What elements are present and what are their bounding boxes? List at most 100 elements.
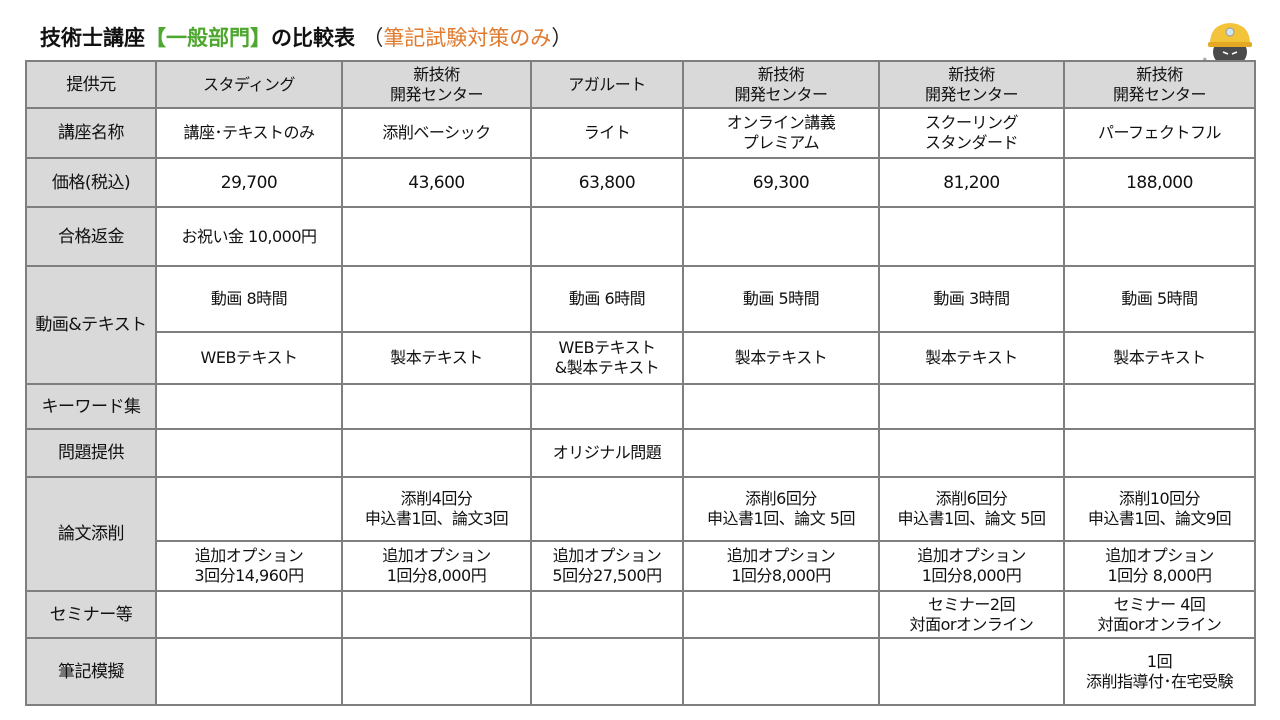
provider-header: 新技術 開発センター bbox=[682, 60, 880, 109]
provider-header: スタディング bbox=[155, 60, 343, 109]
provider-header: アガルート bbox=[530, 60, 684, 109]
table-cell: 製本テキスト bbox=[341, 331, 532, 385]
table-cell: 追加オプション 5回分27,500円 bbox=[530, 540, 684, 592]
header-row: 提供元 スタディング 新技術 開発センター アガルート 新技術 開発センター 新技術 開発… bbox=[25, 60, 1256, 109]
table-cell: 追加オプション 1回分8,000円 bbox=[341, 540, 532, 592]
table-cell bbox=[878, 206, 1065, 267]
table-cell bbox=[341, 428, 532, 478]
table-cell: 63,800 bbox=[530, 157, 684, 208]
table-cell: 製本テキスト bbox=[878, 331, 1065, 385]
table-cell bbox=[155, 476, 343, 542]
table-cell: 29,700 bbox=[155, 157, 343, 208]
table-cell: 追加オプション 3回分14,960円 bbox=[155, 540, 343, 592]
title-paren-close: ） bbox=[551, 26, 573, 50]
table-cell: 69,300 bbox=[682, 157, 880, 208]
table-cell: ライト bbox=[530, 107, 684, 159]
table-cell: 追加オプション 1回分 8,000円 bbox=[1063, 540, 1256, 592]
table-cell: オンライン講義 プレミアム bbox=[682, 107, 880, 159]
table-cell: WEBテキスト bbox=[155, 331, 343, 385]
table-cell: 動画 5時間 bbox=[682, 265, 880, 333]
table-cell bbox=[155, 383, 343, 430]
table-cell bbox=[530, 383, 684, 430]
table-cell: 188,000 bbox=[1063, 157, 1256, 208]
row-label: 動画&テキスト bbox=[25, 265, 157, 385]
row-label: 価格(税込) bbox=[25, 157, 157, 208]
table-cell bbox=[530, 206, 684, 267]
table-cell bbox=[878, 383, 1065, 430]
comparison-table: 提供元 スタディング 新技術 開発センター アガルート 新技術 開発センター 新技術 開発… bbox=[25, 60, 1256, 706]
table-cell: 添削ベーシック bbox=[341, 107, 532, 159]
row-label: 論文添削 bbox=[25, 476, 157, 592]
table-cell: 製本テキスト bbox=[1063, 331, 1256, 385]
table-row: 価格(税込) 29,700 43,600 63,800 69,300 81,200 188,… bbox=[25, 157, 1256, 208]
table-row: キーワード集 bbox=[25, 383, 1256, 430]
table-row: 論文添削 添削4回分 申込書1回、論文3回 添削6回分 申込書1回、論文 5回 添削6… bbox=[25, 476, 1256, 592]
table-cell bbox=[341, 383, 532, 430]
table-cell: お祝い金 10,000円 bbox=[155, 206, 343, 267]
table-cell: セミナー2回 対面orオンライン bbox=[878, 590, 1065, 639]
table-cell: WEBテキスト &製本テキスト bbox=[530, 331, 684, 385]
table-cell bbox=[155, 590, 343, 639]
table-cell bbox=[155, 637, 343, 706]
table-cell: 添削6回分 申込書1回、論文 5回 bbox=[682, 476, 880, 542]
table-cell: 動画 5時間 bbox=[1063, 265, 1256, 333]
table-cell: 講座･テキストのみ bbox=[155, 107, 343, 159]
table-cell: 43,600 bbox=[341, 157, 532, 208]
page-title: 技術士講座【一般部門】の比較表 （筆記試験対策のみ） bbox=[40, 22, 572, 52]
table-cell bbox=[1063, 206, 1256, 267]
table-row: 追加オプション 3回分14,960円 追加オプション 1回分8,000円 追加オプシ… bbox=[26, 540, 1256, 592]
table-cell bbox=[530, 590, 684, 639]
title-main: 技術士講座 bbox=[40, 26, 145, 50]
table-cell: 追加オプション 1回分8,000円 bbox=[878, 540, 1065, 592]
row-label: セミナー等 bbox=[25, 590, 157, 639]
table-cell bbox=[530, 637, 684, 706]
header-label: 提供元 bbox=[25, 60, 157, 109]
table-row: 合格返金 お祝い金 10,000円 bbox=[25, 206, 1256, 267]
provider-header: 新技術 開発センター bbox=[1063, 60, 1256, 109]
row-label: 講座名称 bbox=[25, 107, 157, 159]
table-cell: セミナー 4回 対面orオンライン bbox=[1063, 590, 1256, 639]
table-cell: 動画 6時間 bbox=[530, 265, 684, 333]
table-cell bbox=[682, 590, 880, 639]
table-row: 筆記模擬 1回 添削指導付･在宅受験 bbox=[25, 637, 1256, 706]
table-cell bbox=[682, 428, 880, 478]
table-cell bbox=[878, 428, 1065, 478]
table-cell bbox=[682, 637, 880, 706]
table-cell: 動画 8時間 bbox=[155, 265, 343, 333]
table-cell: 81,200 bbox=[878, 157, 1065, 208]
table-cell: 追加オプション 1回分8,000円 bbox=[682, 540, 880, 592]
table-cell: スクーリング スタンダード bbox=[878, 107, 1065, 159]
table-cell: 添削10回分 申込書1回、論文9回 bbox=[1063, 476, 1256, 542]
row-label: キーワード集 bbox=[25, 383, 157, 430]
table-row: WEBテキスト 製本テキスト WEBテキスト &製本テキスト 製本テキスト 製本テキスト… bbox=[26, 331, 1256, 385]
title-after: の比較表 bbox=[271, 26, 355, 50]
table-cell bbox=[682, 206, 880, 267]
table-cell bbox=[1063, 428, 1256, 478]
table-cell bbox=[341, 590, 532, 639]
table-cell bbox=[155, 428, 343, 478]
table-cell bbox=[682, 383, 880, 430]
table-cell: 製本テキスト bbox=[682, 331, 880, 385]
provider-header: 新技術 開発センター bbox=[341, 60, 532, 109]
table-cell: 1回 添削指導付･在宅受験 bbox=[1063, 637, 1256, 706]
table-cell bbox=[530, 476, 684, 542]
table-cell bbox=[341, 265, 532, 333]
table-cell bbox=[878, 637, 1065, 706]
title-department: 【一般部門】 bbox=[145, 26, 271, 50]
provider-header: 新技術 開発センター bbox=[878, 60, 1065, 109]
table-row: 問題提供 オリジナル問題 bbox=[25, 428, 1256, 478]
table-cell bbox=[341, 206, 532, 267]
table-cell bbox=[341, 637, 532, 706]
title-subtitle: 筆記試験対策のみ bbox=[383, 26, 552, 50]
table-cell: 添削6回分 申込書1回、論文 5回 bbox=[878, 476, 1065, 542]
table-cell: パーフェクトフル bbox=[1063, 107, 1256, 159]
title-paren-open: （ bbox=[362, 26, 384, 50]
table-cell: 添削4回分 申込書1回、論文3回 bbox=[341, 476, 532, 542]
table-row: 講座名称 講座･テキストのみ 添削ベーシック ライト オンライン講義 プレミアム スクーリ… bbox=[25, 107, 1256, 159]
row-label: 合格返金 bbox=[25, 206, 157, 267]
table-cell bbox=[1063, 383, 1256, 430]
row-label: 筆記模擬 bbox=[25, 637, 157, 706]
table-row: セミナー等 セミナー2回 対面orオンライン セミナー 4回 対面orオンライン bbox=[25, 590, 1256, 639]
table-cell: 動画 3時間 bbox=[878, 265, 1065, 333]
row-label: 問題提供 bbox=[25, 428, 157, 478]
